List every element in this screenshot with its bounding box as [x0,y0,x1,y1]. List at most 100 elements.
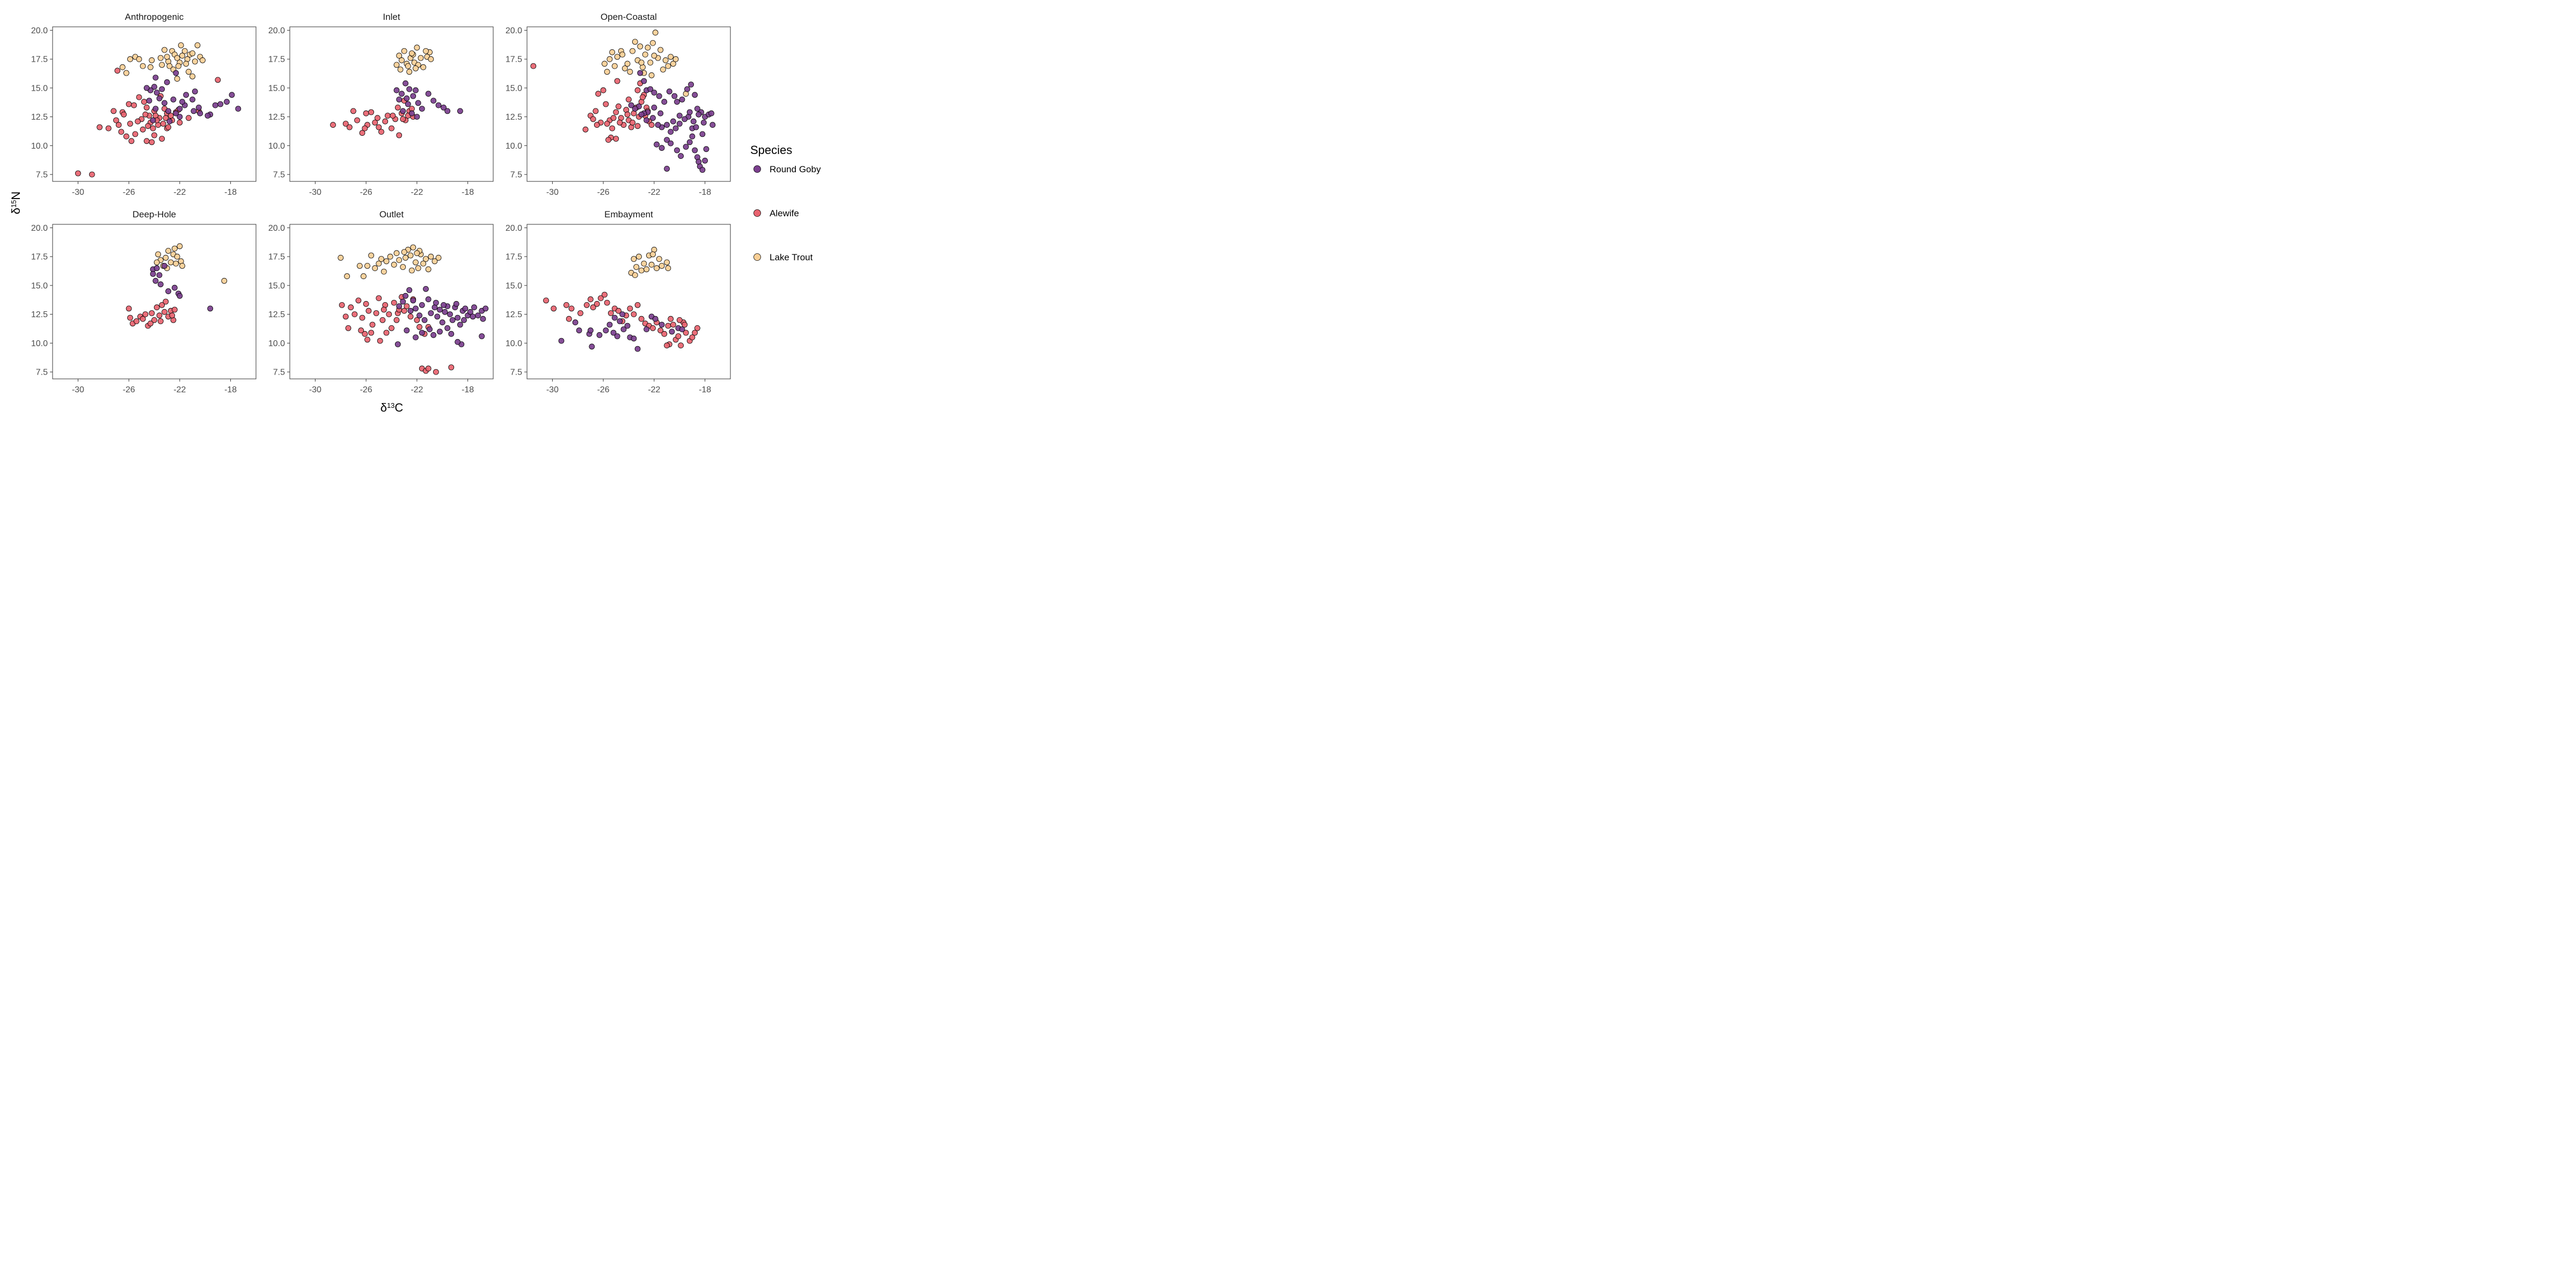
data-point-lake-trout [668,54,674,60]
x-tick-label: -30 [72,385,84,394]
data-point-alewife [128,138,135,144]
data-point-round-goby [462,305,469,312]
data-point-round-goby [682,116,688,122]
y-tick-label: 10.0 [268,339,285,348]
data-point-lake-trout [186,69,192,75]
data-point-round-goby [628,102,634,108]
data-point-round-goby [661,99,668,105]
data-point-alewife [376,295,382,301]
data-point-alewife [163,115,169,121]
x-tick-label: -22 [648,188,660,197]
y-tick-label: 15.0 [506,281,522,290]
data-point-alewife [160,121,166,127]
data-point-alewife [143,104,150,111]
data-point-lake-trout [656,256,662,262]
data-point-alewife [616,308,621,314]
x-tick-label: -26 [360,385,372,394]
data-point-round-goby [461,317,467,323]
data-point-alewife [448,364,455,370]
data-point-round-goby [658,321,665,328]
faceted-scatter-chart: Anthropogenic 7.5 10.0 12.5 15.0 17.5 20.0 -30 -… [9,12,821,414]
y-tick-label: 7.5 [36,171,48,180]
data-point-lake-trout [612,63,618,69]
data-point-round-goby [471,304,477,311]
series-round-goby [394,286,489,347]
data-point-round-goby [702,157,708,164]
data-point-alewife [368,109,374,115]
data-point-round-goby [652,316,658,322]
data-point-alewife [605,137,611,143]
data-point-round-goby [686,139,693,145]
data-point-alewife [683,330,689,336]
data-point-lake-trout [397,67,404,72]
data-point-lake-trout [664,259,670,266]
data-point-lake-trout [364,262,370,269]
series-lake-trout [393,45,434,75]
data-point-alewife [358,327,364,334]
data-point-lake-trout [641,260,647,267]
data-point-round-goby [421,317,428,323]
data-point-alewife [135,118,141,125]
data-point-round-goby [610,330,617,336]
data-point-lake-trout [136,56,142,62]
data-point-round-goby [173,70,179,76]
data-point-alewife [595,91,602,97]
y-tick-label: 7.5 [273,368,285,377]
data-point-round-goby [694,106,700,112]
data-point-round-goby [183,92,189,98]
data-point-lake-trout [221,277,228,284]
data-point-round-goby [191,108,197,114]
data-point-round-goby [617,318,623,324]
data-point-round-goby [197,110,203,116]
series-lake-trout [602,30,689,97]
data-point-alewife [608,310,614,316]
data-point-round-goby [482,305,489,312]
data-point-round-goby [558,338,565,344]
data-point-alewife [339,302,345,308]
y-tick-label: 20.0 [268,224,285,233]
data-point-alewife [600,87,606,93]
data-point-alewife [167,113,174,119]
data-point-lake-trout [194,42,201,48]
data-point-alewife [346,124,353,130]
data-point-round-goby [146,98,152,104]
data-point-alewife [362,331,368,337]
legend-item-lake-trout: Lake Trout [753,252,813,262]
data-point-alewife [169,312,175,319]
panel-title-inlet: Inlet [383,12,400,22]
data-point-round-goby [152,75,159,81]
data-point-alewife [111,108,117,114]
data-point-round-goby [442,309,448,315]
legend-key-alewife [753,209,761,217]
data-point-lake-trout [418,55,424,61]
data-point-lake-trout [393,62,400,68]
data-point-round-goby [165,108,172,114]
data-point-round-goby [643,117,650,123]
data-point-lake-trout [413,65,419,71]
data-point-alewife [363,110,369,116]
data-point-round-goby [692,147,698,153]
data-point-alewife [394,104,401,111]
y-tick-label: 12.5 [268,310,285,319]
data-point-lake-trout [376,260,382,267]
data-point-round-goby [699,131,706,137]
data-point-round-goby [674,99,680,105]
data-point-lake-trout [614,54,620,60]
data-point-lake-trout [174,76,180,82]
y-tick-label: 15.0 [506,84,522,93]
data-point-lake-trout [662,57,669,63]
data-point-round-goby [229,92,235,98]
data-point-round-goby [624,323,631,329]
data-point-alewife [157,318,164,324]
data-point-round-goby [650,115,656,121]
series-round-goby [143,70,241,125]
data-point-lake-trout [396,257,402,264]
data-point-round-goby [177,114,183,120]
data-point-round-goby [668,140,674,147]
data-point-alewife [131,102,137,108]
data-point-alewife [368,330,374,336]
data-point-round-goby [654,141,660,148]
data-point-round-goby [614,333,620,339]
y-tick-label: 10.0 [506,142,522,151]
data-point-round-goby [207,305,214,312]
